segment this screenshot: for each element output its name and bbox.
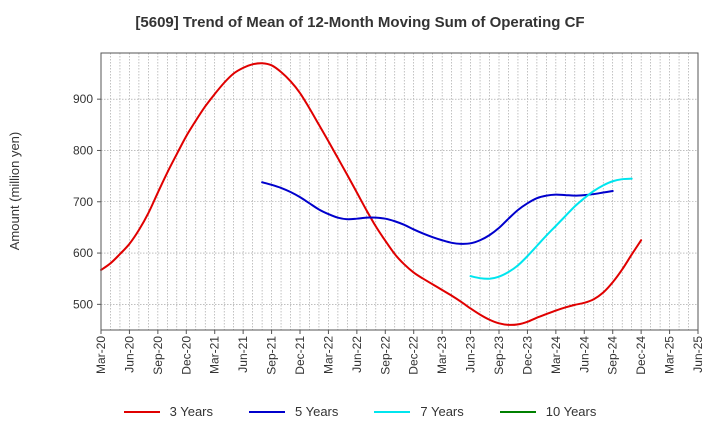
chart-title: [5609] Trend of Mean of 12-Month Moving … bbox=[135, 14, 585, 31]
legend: 3 Years 5 Years 7 Years 10 Years bbox=[0, 404, 720, 419]
legend-label: 3 Years bbox=[169, 404, 213, 419]
x-tick-label: Jun-24 bbox=[577, 336, 591, 373]
x-tick-label: Dec-24 bbox=[634, 336, 648, 375]
plot-frame bbox=[100, 52, 699, 331]
series-layer bbox=[100, 62, 643, 326]
x-tick-label: Jun-21 bbox=[236, 336, 250, 373]
x-tick-label: Dec-20 bbox=[179, 336, 193, 375]
y-tick-label: 900 bbox=[73, 92, 93, 106]
x-tick-label: Sep-21 bbox=[265, 336, 279, 375]
y-tick-label: 600 bbox=[73, 246, 93, 260]
x-tick-label: Jun-20 bbox=[122, 336, 136, 373]
x-tick-label: Dec-21 bbox=[293, 336, 307, 375]
x-tick-label: Sep-22 bbox=[378, 336, 392, 375]
x-tick-label: Jun-25 bbox=[691, 336, 705, 373]
x-tick-label: Sep-20 bbox=[151, 336, 165, 375]
x-tick-label: Mar-24 bbox=[549, 336, 563, 374]
x-tick-label: Dec-22 bbox=[407, 336, 421, 375]
legend-label: 5 Years bbox=[295, 404, 339, 419]
legend-item-10-years: 10 Years bbox=[499, 404, 597, 419]
legend-label: 10 Years bbox=[545, 404, 597, 419]
x-tick-label: Mar-20 bbox=[94, 336, 108, 374]
axis-layer: 500 600 700 800 900 Mar-20 Jun-20 Sep-20 Dec-20 M… bbox=[73, 92, 705, 375]
x-tick-label: Mar-21 bbox=[208, 336, 222, 374]
legend-item-3-years: 3 Years bbox=[123, 404, 213, 419]
y-tick-label: 800 bbox=[73, 143, 93, 157]
x-tick-label: Dec-23 bbox=[520, 336, 534, 375]
series-line-7-years bbox=[469, 177, 633, 280]
x-tick-label: Jun-23 bbox=[464, 336, 478, 373]
grid-layer bbox=[101, 53, 698, 330]
legend-swatch bbox=[123, 410, 160, 413]
x-tick-label: Mar-22 bbox=[321, 336, 335, 374]
x-tick-label: Mar-23 bbox=[435, 336, 449, 374]
y-axis-label: Amount (million yen) bbox=[7, 132, 22, 251]
legend-item-5-years: 5 Years bbox=[249, 404, 338, 419]
legend-item-7-years: 7 Years bbox=[374, 404, 464, 419]
x-tick-label: Sep-24 bbox=[606, 336, 620, 375]
y-tick-label: 500 bbox=[73, 297, 93, 311]
x-tick-label: Mar-25 bbox=[663, 336, 677, 374]
legend-swatch bbox=[499, 410, 536, 413]
y-tick-label: 700 bbox=[73, 195, 93, 209]
x-tick-label: Sep-23 bbox=[492, 336, 506, 375]
legend-swatch bbox=[249, 410, 285, 413]
x-tick-label: Jun-22 bbox=[350, 336, 364, 373]
series-line-5-years bbox=[261, 181, 614, 245]
legend-label: 7 Years bbox=[420, 404, 464, 419]
legend-swatch bbox=[374, 410, 411, 413]
